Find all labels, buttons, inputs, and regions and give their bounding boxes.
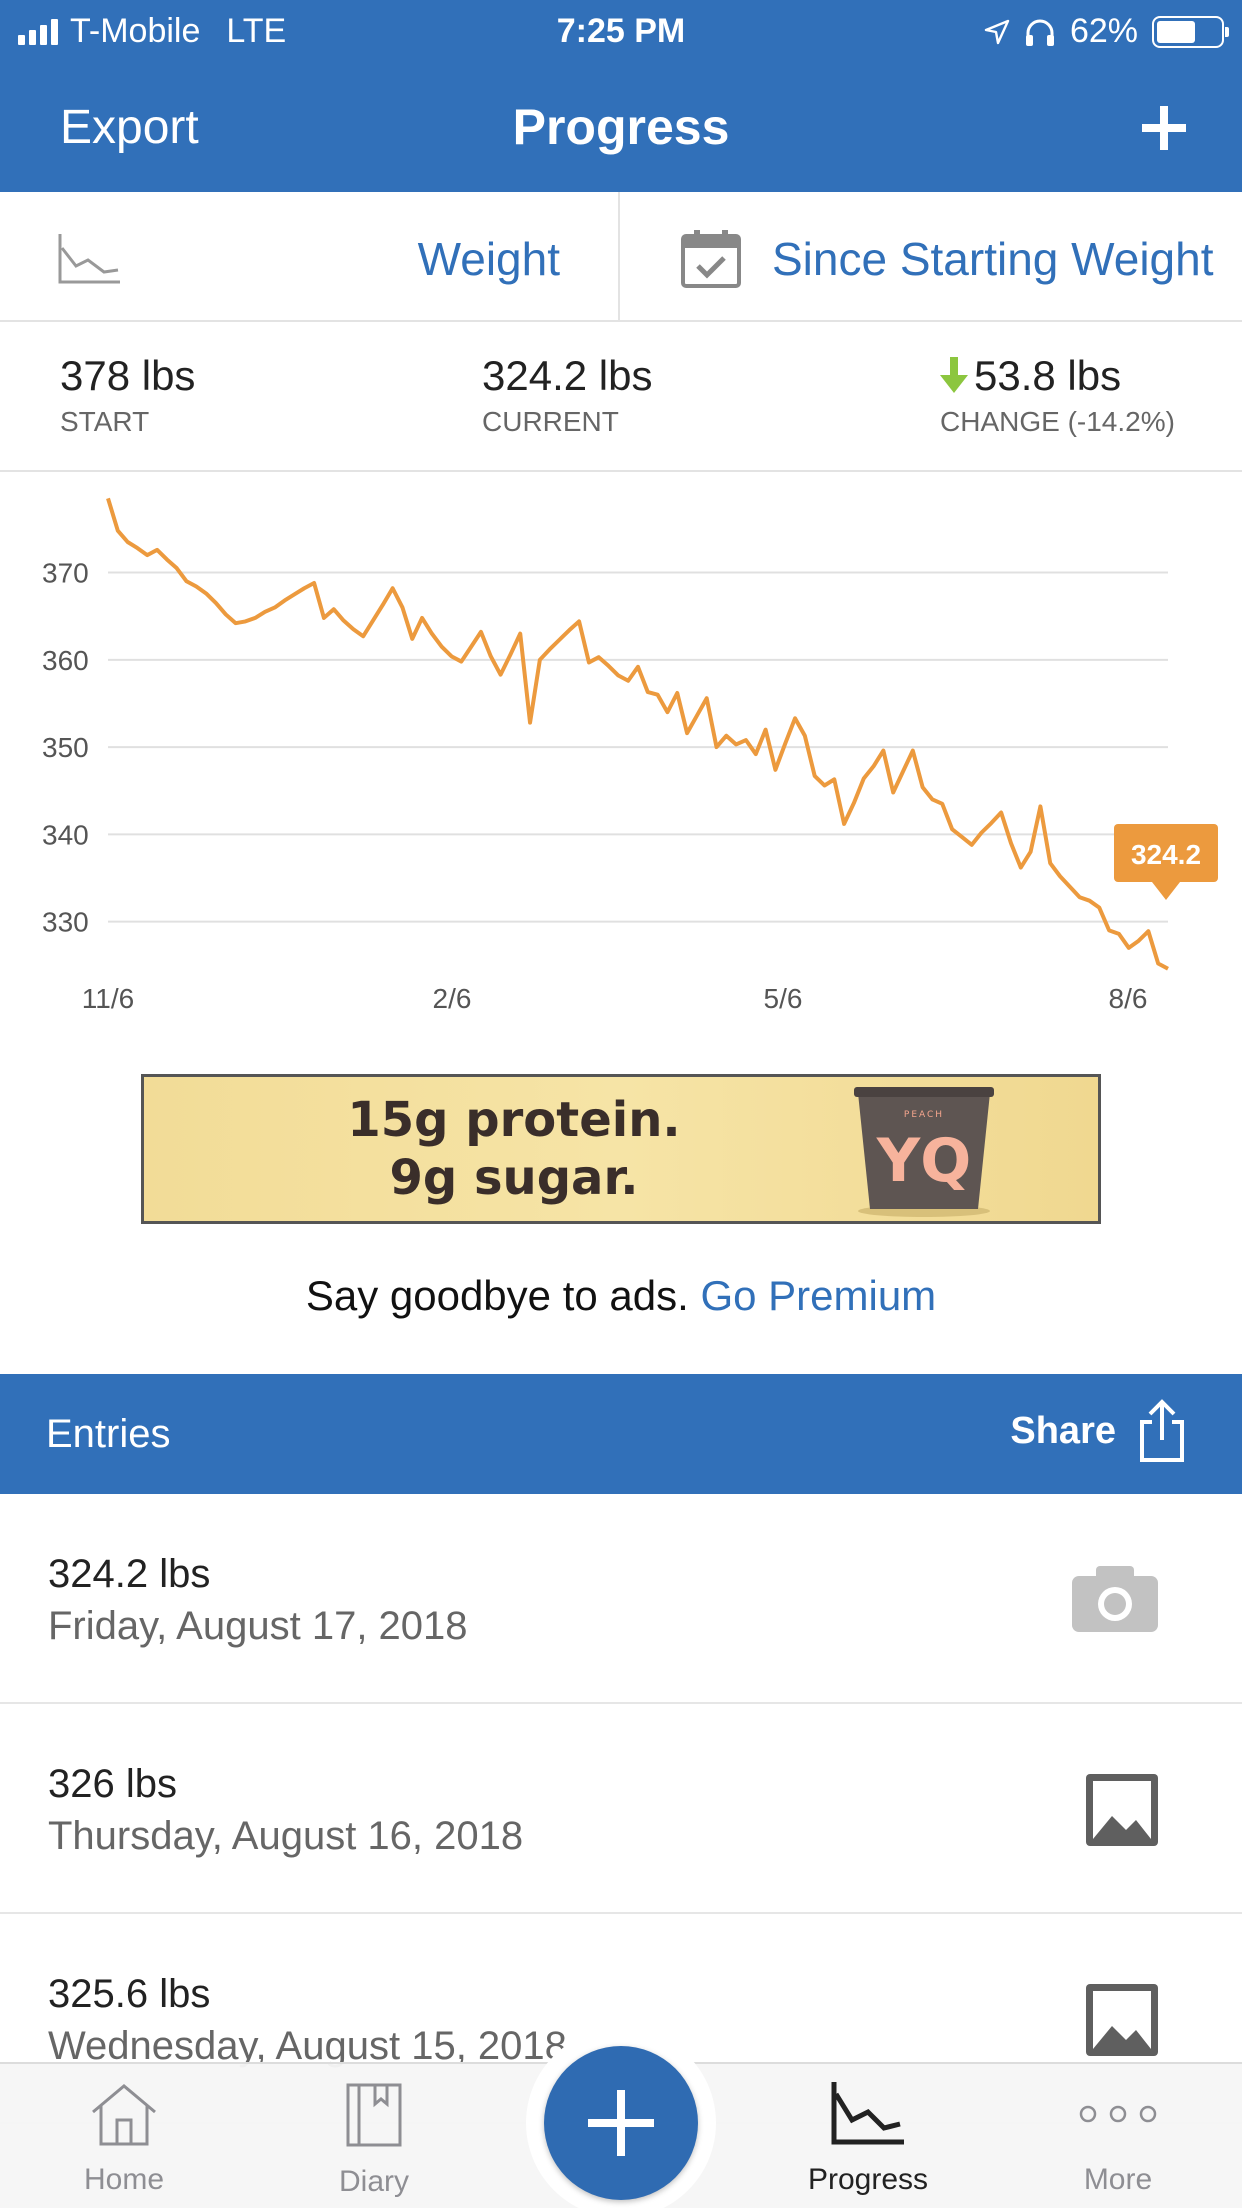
y-tick-label: 340 — [42, 819, 89, 850]
plus-icon — [588, 2090, 654, 2156]
nav-bar: Export Progress — [0, 62, 1242, 192]
home-icon — [92, 2084, 156, 2146]
quick-add-button[interactable] — [544, 2046, 698, 2200]
weight-chart[interactable]: 370 360 350 340 330 11/6 2/6 5/6 8/6 324.2 — [0, 474, 1242, 1034]
entries-header: Entries Share — [0, 1374, 1242, 1494]
ad-line-2: 9g sugar. — [389, 1150, 639, 1206]
tab-progress[interactable]: Progress — [768, 2082, 968, 2197]
image-icon[interactable] — [1086, 1774, 1158, 1846]
image-icon[interactable] — [1086, 1984, 1158, 2056]
entries-title: Entries — [46, 1412, 171, 1456]
tab-label: Diary — [338, 2165, 409, 2198]
headphones-icon — [1025, 19, 1054, 46]
x-tick-label: 8/6 — [1109, 983, 1148, 1014]
filter-divider — [618, 192, 620, 322]
battery-icon — [1152, 15, 1229, 48]
signal-icon — [18, 18, 58, 45]
share-label: Share — [1010, 1409, 1116, 1452]
range-label: Since Starting Weight — [772, 233, 1214, 285]
tab-more[interactable]: More — [1018, 2082, 1218, 2197]
go-premium-link[interactable]: Go Premium — [700, 1272, 937, 1319]
cup-brand: YQ — [876, 1126, 971, 1196]
metric-selector[interactable]: Weight — [0, 192, 618, 322]
callout-label: 324.2 — [1131, 839, 1201, 870]
change-label: CHANGE (-14.2%) — [940, 406, 1175, 437]
start-stat: 378 lbs START — [60, 352, 195, 438]
entry-row[interactable]: 326 lbs Thursday, August 16, 2018 — [0, 1704, 1242, 1914]
entry-date: Friday, August 17, 2018 — [48, 1604, 468, 1648]
share-icon — [1140, 1399, 1184, 1462]
status-time: 7:25 PM — [556, 12, 686, 50]
x-tick-label: 2/6 — [433, 983, 472, 1014]
entry-weight: 326 lbs — [48, 1762, 177, 1806]
y-tick-label: 370 — [42, 558, 89, 589]
tab-home[interactable]: Home — [24, 2082, 224, 2197]
calendar-check-icon — [681, 230, 741, 288]
change-stat: 53.8 lbs CHANGE (-14.2%) — [940, 352, 1175, 438]
entry-date: Wednesday, August 15, 2018 — [48, 2024, 567, 2068]
line-chart-icon — [58, 234, 120, 284]
y-tick-label: 330 — [42, 907, 89, 938]
start-value: 378 lbs — [60, 352, 196, 399]
x-tick-label: 5/6 — [764, 983, 803, 1014]
x-tick-label: 11/6 — [82, 983, 134, 1014]
weight-stats: 378 lbs START 324.2 lbs CURRENT 53.8 lbs… — [0, 322, 1242, 472]
entry-row[interactable]: 324.2 lbs Friday, August 17, 2018 — [0, 1494, 1242, 1704]
weight-line — [106, 497, 1169, 971]
current-value: 324.2 lbs — [482, 352, 653, 399]
yogurt-cup-image: PEACH YQ — [854, 1087, 994, 1217]
network-label: LTE — [226, 12, 287, 50]
current-stat: 324.2 lbs CURRENT — [482, 352, 652, 438]
carrier-label: T-Mobile — [70, 12, 201, 50]
range-selector[interactable]: Since Starting Weight — [620, 192, 1242, 322]
more-icon — [1079, 2105, 1157, 2123]
page-title: Progress — [512, 99, 730, 155]
location-arrow-icon — [984, 19, 1010, 44]
callout-pointer — [1152, 882, 1180, 900]
status-bar: T-Mobile LTE 7:25 PM 62% — [0, 0, 1242, 62]
export-button[interactable]: Export — [60, 101, 199, 154]
chart-icon — [831, 2082, 904, 2145]
current-label: CURRENT — [482, 406, 619, 437]
entry-date: Thursday, August 16, 2018 — [48, 1814, 524, 1858]
value-callout — [1114, 824, 1218, 882]
book-icon — [346, 2083, 402, 2147]
change-value: 53.8 lbs — [974, 352, 1122, 399]
entry-weight: 324.2 lbs — [48, 1552, 211, 1596]
ad-banner[interactable]: 15g protein. 9g sugar. PEACH YQ — [141, 1074, 1101, 1224]
entry-weight: 325.6 lbs — [48, 1972, 211, 2016]
tab-label: Home — [83, 2163, 165, 2196]
filter-row: Weight Since Starting Weight — [0, 192, 1242, 322]
y-tick-label: 360 — [42, 645, 89, 676]
camera-icon[interactable] — [1072, 1564, 1158, 1632]
tab-label: Progress — [807, 2163, 929, 2196]
down-arrow-icon — [940, 357, 968, 393]
battery-percent: 62% — [1069, 12, 1138, 50]
tab-diary[interactable]: Diary — [274, 2082, 474, 2199]
add-plus-icon[interactable] — [1142, 106, 1186, 150]
start-label: START — [60, 406, 150, 437]
metric-label: Weight — [417, 233, 560, 285]
cup-flavor: PEACH — [904, 1110, 944, 1120]
y-tick-label: 350 — [42, 732, 89, 763]
premium-text: Say goodbye to ads. — [305, 1272, 689, 1319]
tab-label: More — [1083, 2163, 1153, 2196]
premium-prompt: Say goodbye to ads. Go Premium — [0, 1272, 1242, 1320]
ad-line-1: 15g protein. — [347, 1092, 681, 1148]
share-button[interactable]: Share — [1010, 1398, 1188, 1464]
